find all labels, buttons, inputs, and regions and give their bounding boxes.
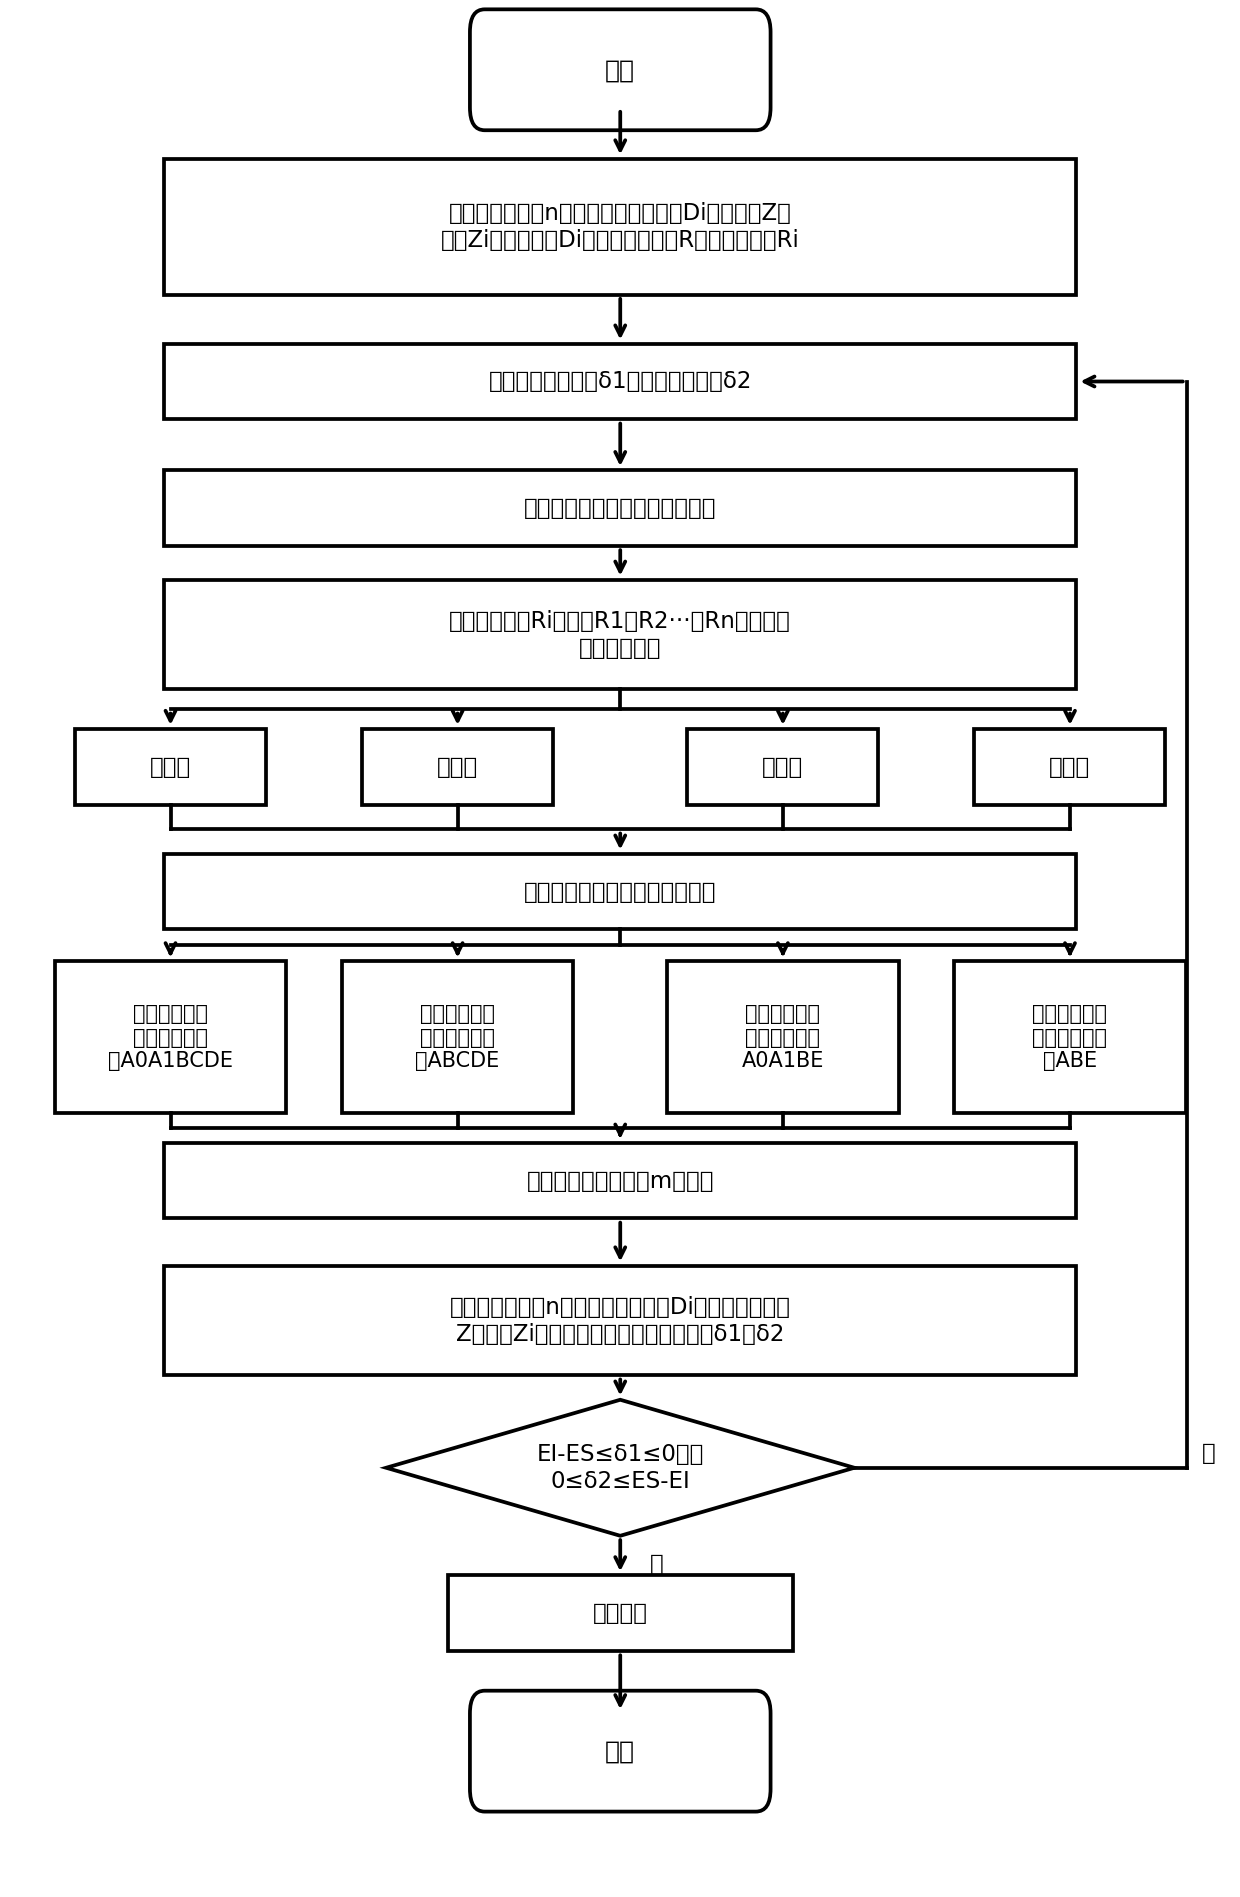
- Bar: [342, 962, 573, 1114]
- Bar: [667, 962, 898, 1114]
- Text: 腰鼓形内孔：
砂轮运动轨迹
为A0A1BCDE: 腰鼓形内孔： 砂轮运动轨迹 为A0A1BCDE: [108, 1004, 233, 1070]
- Text: 根据内孔形状确定砂轮运动轨迹: 根据内孔形状确定砂轮运动轨迹: [523, 880, 717, 903]
- Bar: [55, 962, 286, 1114]
- Text: 是: 是: [650, 1554, 663, 1576]
- Text: 测量被加工孔段n个等距截面处的孔径Di及对应的Z向
坐标Zi，并将孔径Di存储入数控系统R变量，对应为Ri: 测量被加工孔段n个等距截面处的孔径Di及对应的Z向 坐标Zi，并将孔径Di存储入…: [440, 203, 800, 252]
- Bar: [448, 1576, 792, 1650]
- Bar: [164, 854, 1076, 930]
- Text: 左锥形内孔：
砂轮运动轨迹
为ABE: 左锥形内孔： 砂轮运动轨迹 为ABE: [1032, 1004, 1107, 1070]
- FancyBboxPatch shape: [470, 1690, 770, 1812]
- Bar: [164, 159, 1076, 296]
- Text: 计算最小加工余量δ1和最大加工余量δ2: 计算最小加工余量δ1和最大加工余量δ2: [489, 370, 751, 393]
- Bar: [164, 1265, 1076, 1375]
- Text: 根据测量结果Ri，对比R1、R2···、Rn的大小，
确定内孔形状: 根据测量结果Ri，对比R1、R2···、Rn的大小， 确定内孔形状: [449, 611, 791, 660]
- Text: 砂轮沿轨迹往复磨削m个循环: 砂轮沿轨迹往复磨削m个循环: [526, 1169, 714, 1193]
- Text: 否: 否: [1202, 1442, 1215, 1464]
- Bar: [954, 962, 1185, 1114]
- Text: 开始: 开始: [605, 59, 635, 82]
- Bar: [164, 343, 1076, 419]
- Text: 完成加工: 完成加工: [593, 1601, 647, 1626]
- Bar: [164, 470, 1076, 546]
- Bar: [164, 1144, 1076, 1218]
- Polygon shape: [386, 1400, 854, 1537]
- Bar: [164, 580, 1076, 691]
- Bar: [362, 730, 553, 804]
- Bar: [687, 730, 878, 804]
- Text: 测量被加工孔段n个等距截面处孔径Di及其对应的机床
Z向坐标Zi，计算出最小和最大加工余量δ1、δ2: 测量被加工孔段n个等距截面处孔径Di及其对应的机床 Z向坐标Zi，计算出最小和最…: [450, 1296, 790, 1345]
- Text: EI-ES≤δ1≤0，且
0≤δ2≤ES-EI: EI-ES≤δ1≤0，且 0≤δ2≤ES-EI: [537, 1444, 703, 1493]
- Text: 判断截面孔径是否进入尺寸公差: 判断截面孔径是否进入尺寸公差: [523, 497, 717, 520]
- Text: 结束: 结束: [605, 1740, 635, 1762]
- Text: 马鞍形内孔：
砂轮运动轨迹
为ABCDE: 马鞍形内孔： 砂轮运动轨迹 为ABCDE: [415, 1004, 500, 1070]
- Text: 马鞍形: 马鞍形: [436, 755, 479, 778]
- Text: 右锥形: 右锥形: [761, 755, 804, 778]
- Text: 腰鼓形: 腰鼓形: [150, 755, 191, 778]
- FancyBboxPatch shape: [470, 9, 770, 131]
- Text: 右锥形内孔：
砂轮运动轨迹
A0A1BE: 右锥形内孔： 砂轮运动轨迹 A0A1BE: [742, 1004, 823, 1070]
- Text: 左锥形: 左锥形: [1049, 755, 1090, 778]
- Bar: [975, 730, 1166, 804]
- Bar: [74, 730, 265, 804]
